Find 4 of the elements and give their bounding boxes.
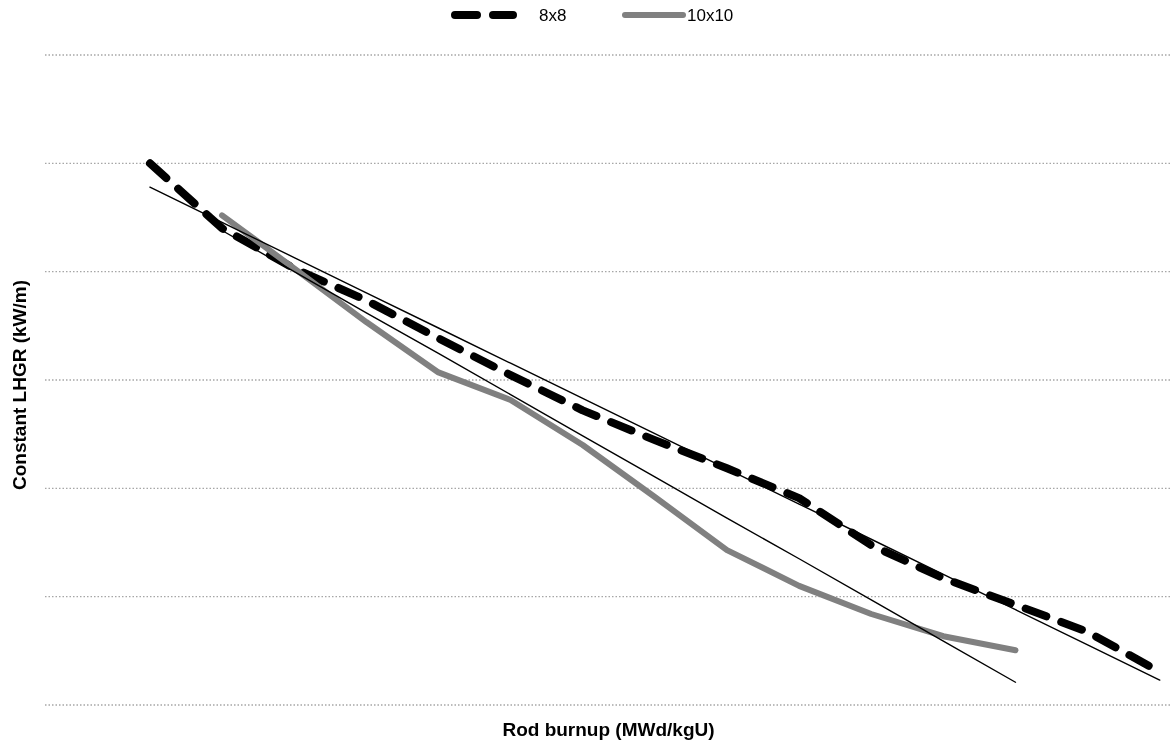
- legend-label: 8x8: [539, 6, 567, 25]
- y-axis-title: Constant LHGR (kW/m): [9, 279, 30, 491]
- legend-label: 10x10: [687, 6, 734, 25]
- x-axis-title: Rod burnup (MWd/kgU): [502, 719, 715, 740]
